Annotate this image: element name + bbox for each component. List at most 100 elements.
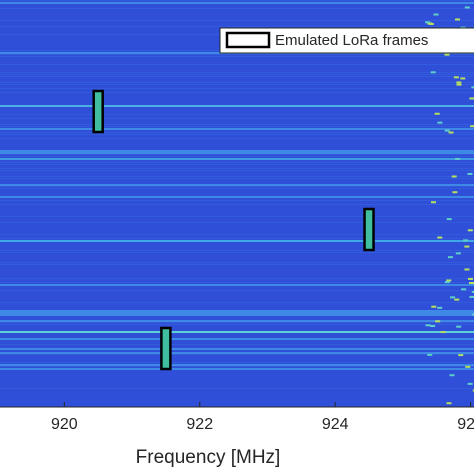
streak <box>0 186 474 187</box>
speckle <box>463 239 469 242</box>
streak <box>0 234 474 235</box>
speckle <box>430 201 436 204</box>
speckle <box>430 324 436 327</box>
streak <box>0 352 474 354</box>
streak <box>0 156 474 157</box>
streak <box>0 56 474 57</box>
speckle <box>469 97 474 100</box>
speckle <box>446 218 452 221</box>
lora-frame <box>363 207 375 252</box>
speckle <box>469 295 474 298</box>
streak <box>0 388 474 389</box>
streak <box>0 196 474 198</box>
streak <box>0 284 474 286</box>
streak <box>0 368 474 370</box>
speckle <box>425 21 431 24</box>
streak <box>0 222 474 223</box>
streak <box>0 92 474 93</box>
streak <box>0 152 474 154</box>
speckle <box>458 354 464 357</box>
streak <box>0 348 474 350</box>
streak <box>0 262 474 263</box>
speckle <box>472 389 474 392</box>
streak <box>0 282 474 283</box>
streak <box>0 76 474 77</box>
streak <box>0 264 474 265</box>
streak <box>0 322 474 323</box>
speckle <box>446 279 452 282</box>
speckle <box>444 53 450 56</box>
speckle <box>461 288 467 291</box>
x-tick-label: 920 <box>51 416 78 433</box>
streak <box>0 310 474 312</box>
speckle <box>435 320 441 323</box>
speckle <box>454 298 460 301</box>
streak <box>0 331 474 333</box>
streak <box>0 154 474 155</box>
speckle <box>434 112 440 115</box>
streak <box>0 84 474 85</box>
speckle <box>455 252 461 255</box>
speckle <box>456 325 462 328</box>
streak <box>0 138 474 139</box>
speckle <box>437 121 443 124</box>
x-axis-label: Frequency [MHz] <box>136 447 281 468</box>
speckle <box>430 71 436 74</box>
lora-frame <box>92 89 104 134</box>
streak <box>0 150 474 152</box>
streak <box>0 178 474 179</box>
plot-area <box>0 0 474 407</box>
speckle <box>444 281 450 284</box>
streak <box>0 204 474 205</box>
streak <box>0 74 474 75</box>
speckle <box>455 157 461 160</box>
speckle <box>437 236 443 239</box>
legend-swatch <box>225 31 271 49</box>
speckle <box>431 305 437 308</box>
x-tick-label: 922 <box>186 416 213 433</box>
speckle <box>440 331 446 334</box>
streak <box>0 0 474 1</box>
speckle <box>467 229 473 232</box>
streak <box>0 362 474 363</box>
streak <box>0 54 474 55</box>
x-tick-label: 926 <box>457 416 474 433</box>
speckle <box>468 281 474 284</box>
streak <box>0 250 474 251</box>
speckle <box>427 22 433 25</box>
legend: Emulated LoRa frames <box>219 27 474 54</box>
speckle <box>472 313 474 316</box>
speckle <box>467 382 473 385</box>
streak <box>0 290 474 291</box>
speckle <box>425 324 431 327</box>
streak <box>0 344 474 345</box>
streak <box>0 105 474 107</box>
speckle <box>467 172 473 175</box>
streak <box>0 20 474 21</box>
streak <box>0 134 474 135</box>
speckle <box>467 277 473 280</box>
speckle <box>451 175 457 178</box>
streak <box>0 238 474 239</box>
speckle <box>427 353 433 356</box>
speckle <box>452 191 458 194</box>
speckle <box>460 77 466 80</box>
speckle <box>449 374 455 377</box>
speckle <box>471 290 474 293</box>
speckle <box>464 6 470 9</box>
speckle <box>433 13 439 16</box>
speckle <box>446 402 452 405</box>
streak <box>0 366 474 367</box>
streak <box>0 338 474 340</box>
streak <box>0 126 474 127</box>
speckle <box>464 245 470 248</box>
speckle <box>437 306 443 309</box>
streak <box>0 354 474 355</box>
streak <box>0 118 474 119</box>
legend-label: Emulated LoRa frames <box>275 32 428 49</box>
streak <box>0 124 474 125</box>
streak <box>0 168 474 169</box>
streak <box>0 158 474 160</box>
